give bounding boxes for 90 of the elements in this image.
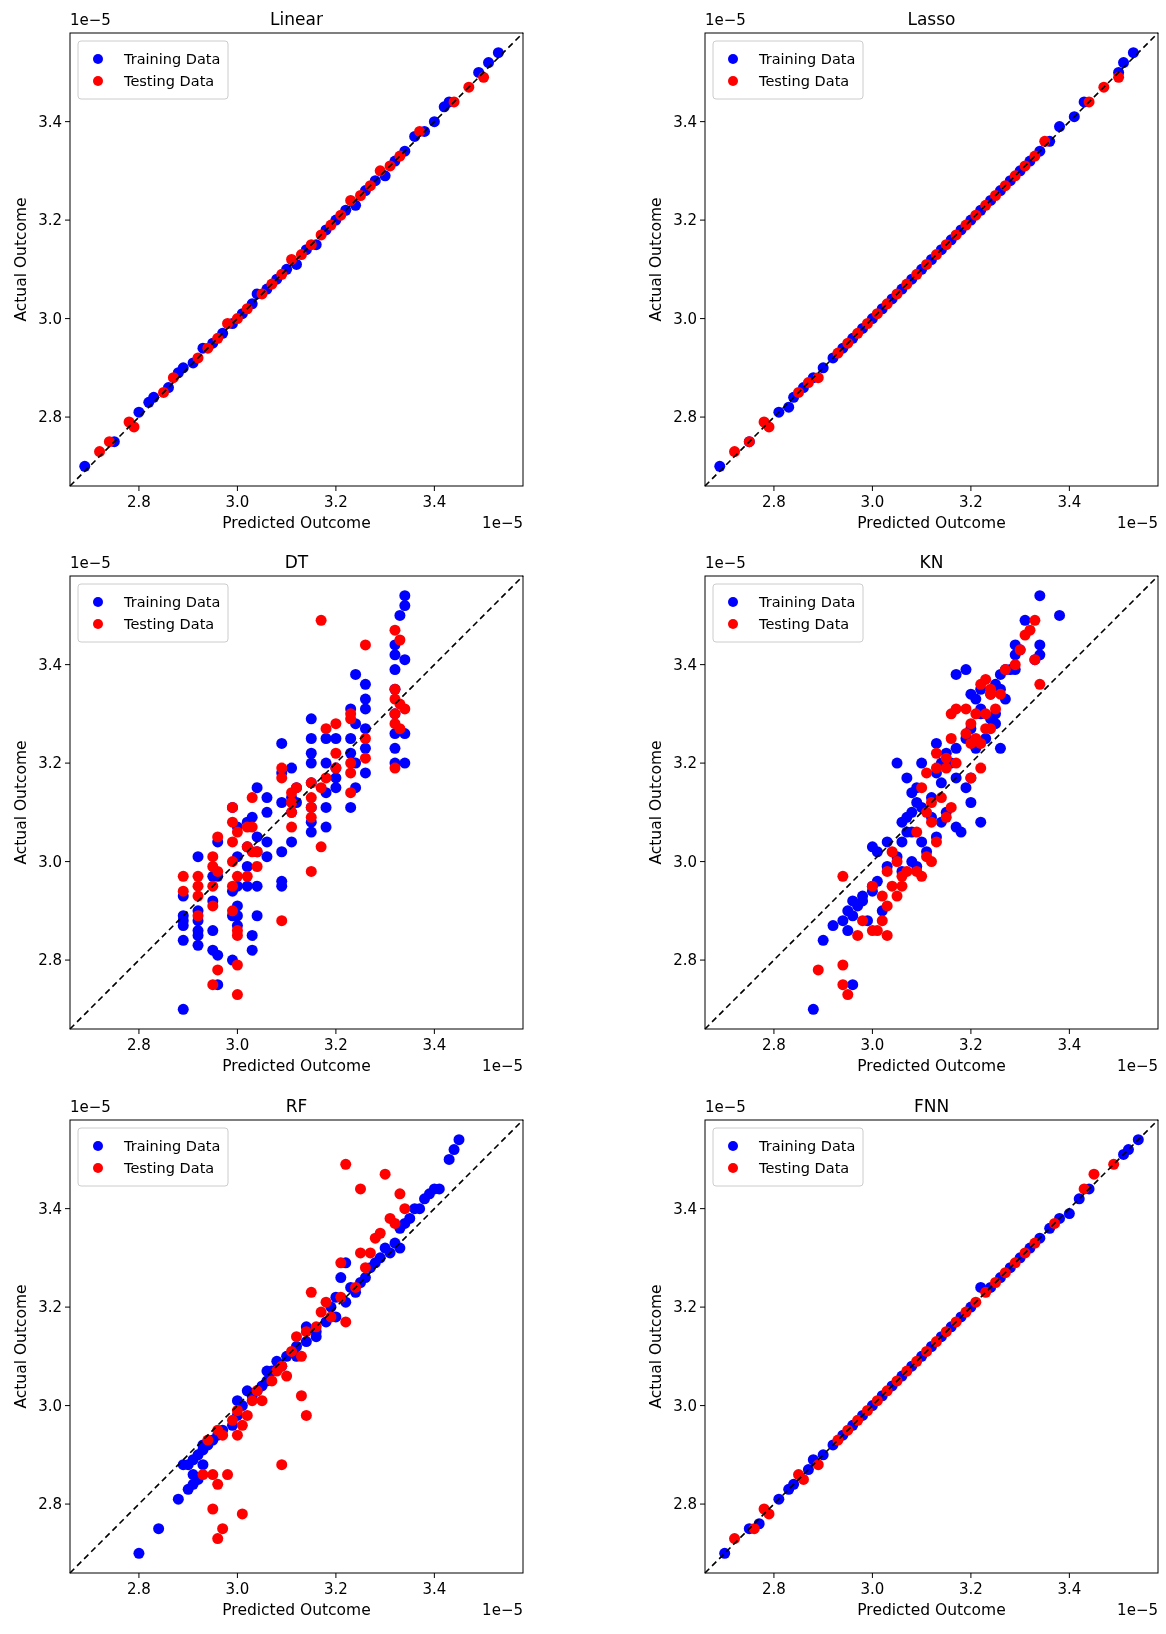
y-tick-label: 3.4 <box>673 655 697 674</box>
text: 1e−5 <box>482 514 523 532</box>
x-tick-label: 2.8 <box>762 493 786 511</box>
x-tick-label: 3.2 <box>958 493 983 511</box>
x-tick-label: 3.4 <box>422 493 447 511</box>
legend-label: Training Data <box>758 1138 856 1154</box>
chart-title: FNN <box>913 1096 950 1116</box>
x-tick-label: 2.8 <box>762 1036 786 1054</box>
x-axis-title: Predicted Outcome <box>222 1601 371 1619</box>
y-axis-title: Actual Outcome <box>647 740 665 865</box>
y-tick-label: 3.0 <box>673 1396 697 1415</box>
legend-label: Training Data <box>123 51 221 67</box>
x-tick-label: 3.0 <box>225 1580 250 1598</box>
chart-title: RF <box>285 1096 308 1116</box>
text: 1e−5 <box>705 11 746 29</box>
text: 1e−5 <box>482 1057 523 1075</box>
y-tick-label: 3.0 <box>38 1396 62 1415</box>
y-tick-label: 3.2 <box>38 1298 62 1317</box>
text: 1e−5 <box>1117 1601 1158 1619</box>
x-axis-title: Predicted Outcome <box>222 1057 371 1075</box>
legend-label: Testing Data <box>123 1160 215 1176</box>
y-tick-label: 3.2 <box>673 211 697 230</box>
legend-label: Training Data <box>123 594 221 610</box>
x-tick-label: 3.2 <box>958 1036 983 1054</box>
text: 1e−5 <box>1117 514 1158 532</box>
legend-label: Testing Data <box>123 73 215 89</box>
y-tick-label: 2.8 <box>38 408 62 427</box>
y-axis-title: Actual Outcome <box>12 197 30 322</box>
x-tick-label: 3.4 <box>422 1036 447 1054</box>
y-tick-label: 3.4 <box>673 1199 697 1218</box>
y-tick-label: 2.8 <box>38 951 62 970</box>
x-tick-label: 3.4 <box>1057 1580 1082 1598</box>
y-tick-label: 3.0 <box>673 309 697 328</box>
y-tick-label: 2.8 <box>673 951 697 970</box>
x-tick-label: 3.0 <box>860 1580 885 1598</box>
chart-title: Lasso <box>907 9 956 29</box>
x-tick-label: 3.4 <box>1057 493 1082 511</box>
y-tick-label: 3.2 <box>38 754 62 773</box>
y-tick-label: 3.2 <box>673 1298 697 1317</box>
y-tick-label: 3.4 <box>38 112 62 131</box>
x-tick-label: 3.2 <box>323 1036 348 1054</box>
y-axis-title: Actual Outcome <box>647 197 665 322</box>
x-tick-label: 2.8 <box>127 493 151 511</box>
x-tick-label: 2.8 <box>127 1580 151 1598</box>
x-tick-label: 3.2 <box>323 493 348 511</box>
x-tick-label: 3.4 <box>1057 1036 1082 1054</box>
y-tick-label: 3.4 <box>38 655 62 674</box>
x-tick-label: 3.0 <box>225 493 250 511</box>
x-tick-label: 2.8 <box>127 1036 151 1054</box>
x-tick-label: 3.0 <box>860 1036 885 1054</box>
y-tick-label: 2.8 <box>673 1495 697 1514</box>
legend-label: Testing Data <box>758 616 850 632</box>
y-axis-title: Actual Outcome <box>12 1284 30 1409</box>
text: 1e−5 <box>70 11 111 29</box>
x-tick-label: 2.8 <box>762 1580 786 1598</box>
chart-title: DT <box>284 552 309 572</box>
y-axis-title: Actual Outcome <box>647 1284 665 1409</box>
x-axis-title: Predicted Outcome <box>857 1601 1006 1619</box>
text: 1e−5 <box>70 1098 111 1116</box>
text: 1e−5 <box>482 1601 523 1619</box>
legend-label: Testing Data <box>123 616 215 632</box>
y-tick-label: 3.4 <box>38 1199 62 1218</box>
y-axis-title: Actual Outcome <box>12 740 30 865</box>
text: 1e−5 <box>705 1098 746 1116</box>
x-axis-title: Predicted Outcome <box>222 514 371 532</box>
y-tick-label: 3.2 <box>673 754 697 773</box>
y-tick-label: 3.2 <box>38 211 62 230</box>
legend-label: Training Data <box>123 1138 221 1154</box>
x-tick-label: 3.4 <box>422 1580 447 1598</box>
y-tick-label: 2.8 <box>673 408 697 427</box>
x-axis-title: Predicted Outcome <box>857 1057 1006 1075</box>
y-tick-label: 3.0 <box>673 852 697 871</box>
legend-label: Training Data <box>758 51 856 67</box>
y-tick-label: 3.0 <box>38 309 62 328</box>
text: 1e−5 <box>705 554 746 572</box>
y-tick-label: 3.0 <box>38 852 62 871</box>
legend-label: Testing Data <box>758 73 850 89</box>
chart-title: KN <box>919 552 944 572</box>
legend-label: Testing Data <box>758 1160 850 1176</box>
chart-title: Linear <box>270 9 323 29</box>
y-tick-label: 3.4 <box>673 112 697 131</box>
text: 1e−5 <box>1117 1057 1158 1075</box>
x-tick-label: 3.2 <box>323 1580 348 1598</box>
x-axis-title: Predicted Outcome <box>857 514 1006 532</box>
x-tick-label: 3.0 <box>860 493 885 511</box>
y-tick-label: 2.8 <box>38 1495 62 1514</box>
text: 1e−5 <box>70 554 111 572</box>
legend-label: Training Data <box>758 594 856 610</box>
x-tick-label: 3.2 <box>958 1580 983 1598</box>
x-tick-label: 3.0 <box>225 1036 250 1054</box>
